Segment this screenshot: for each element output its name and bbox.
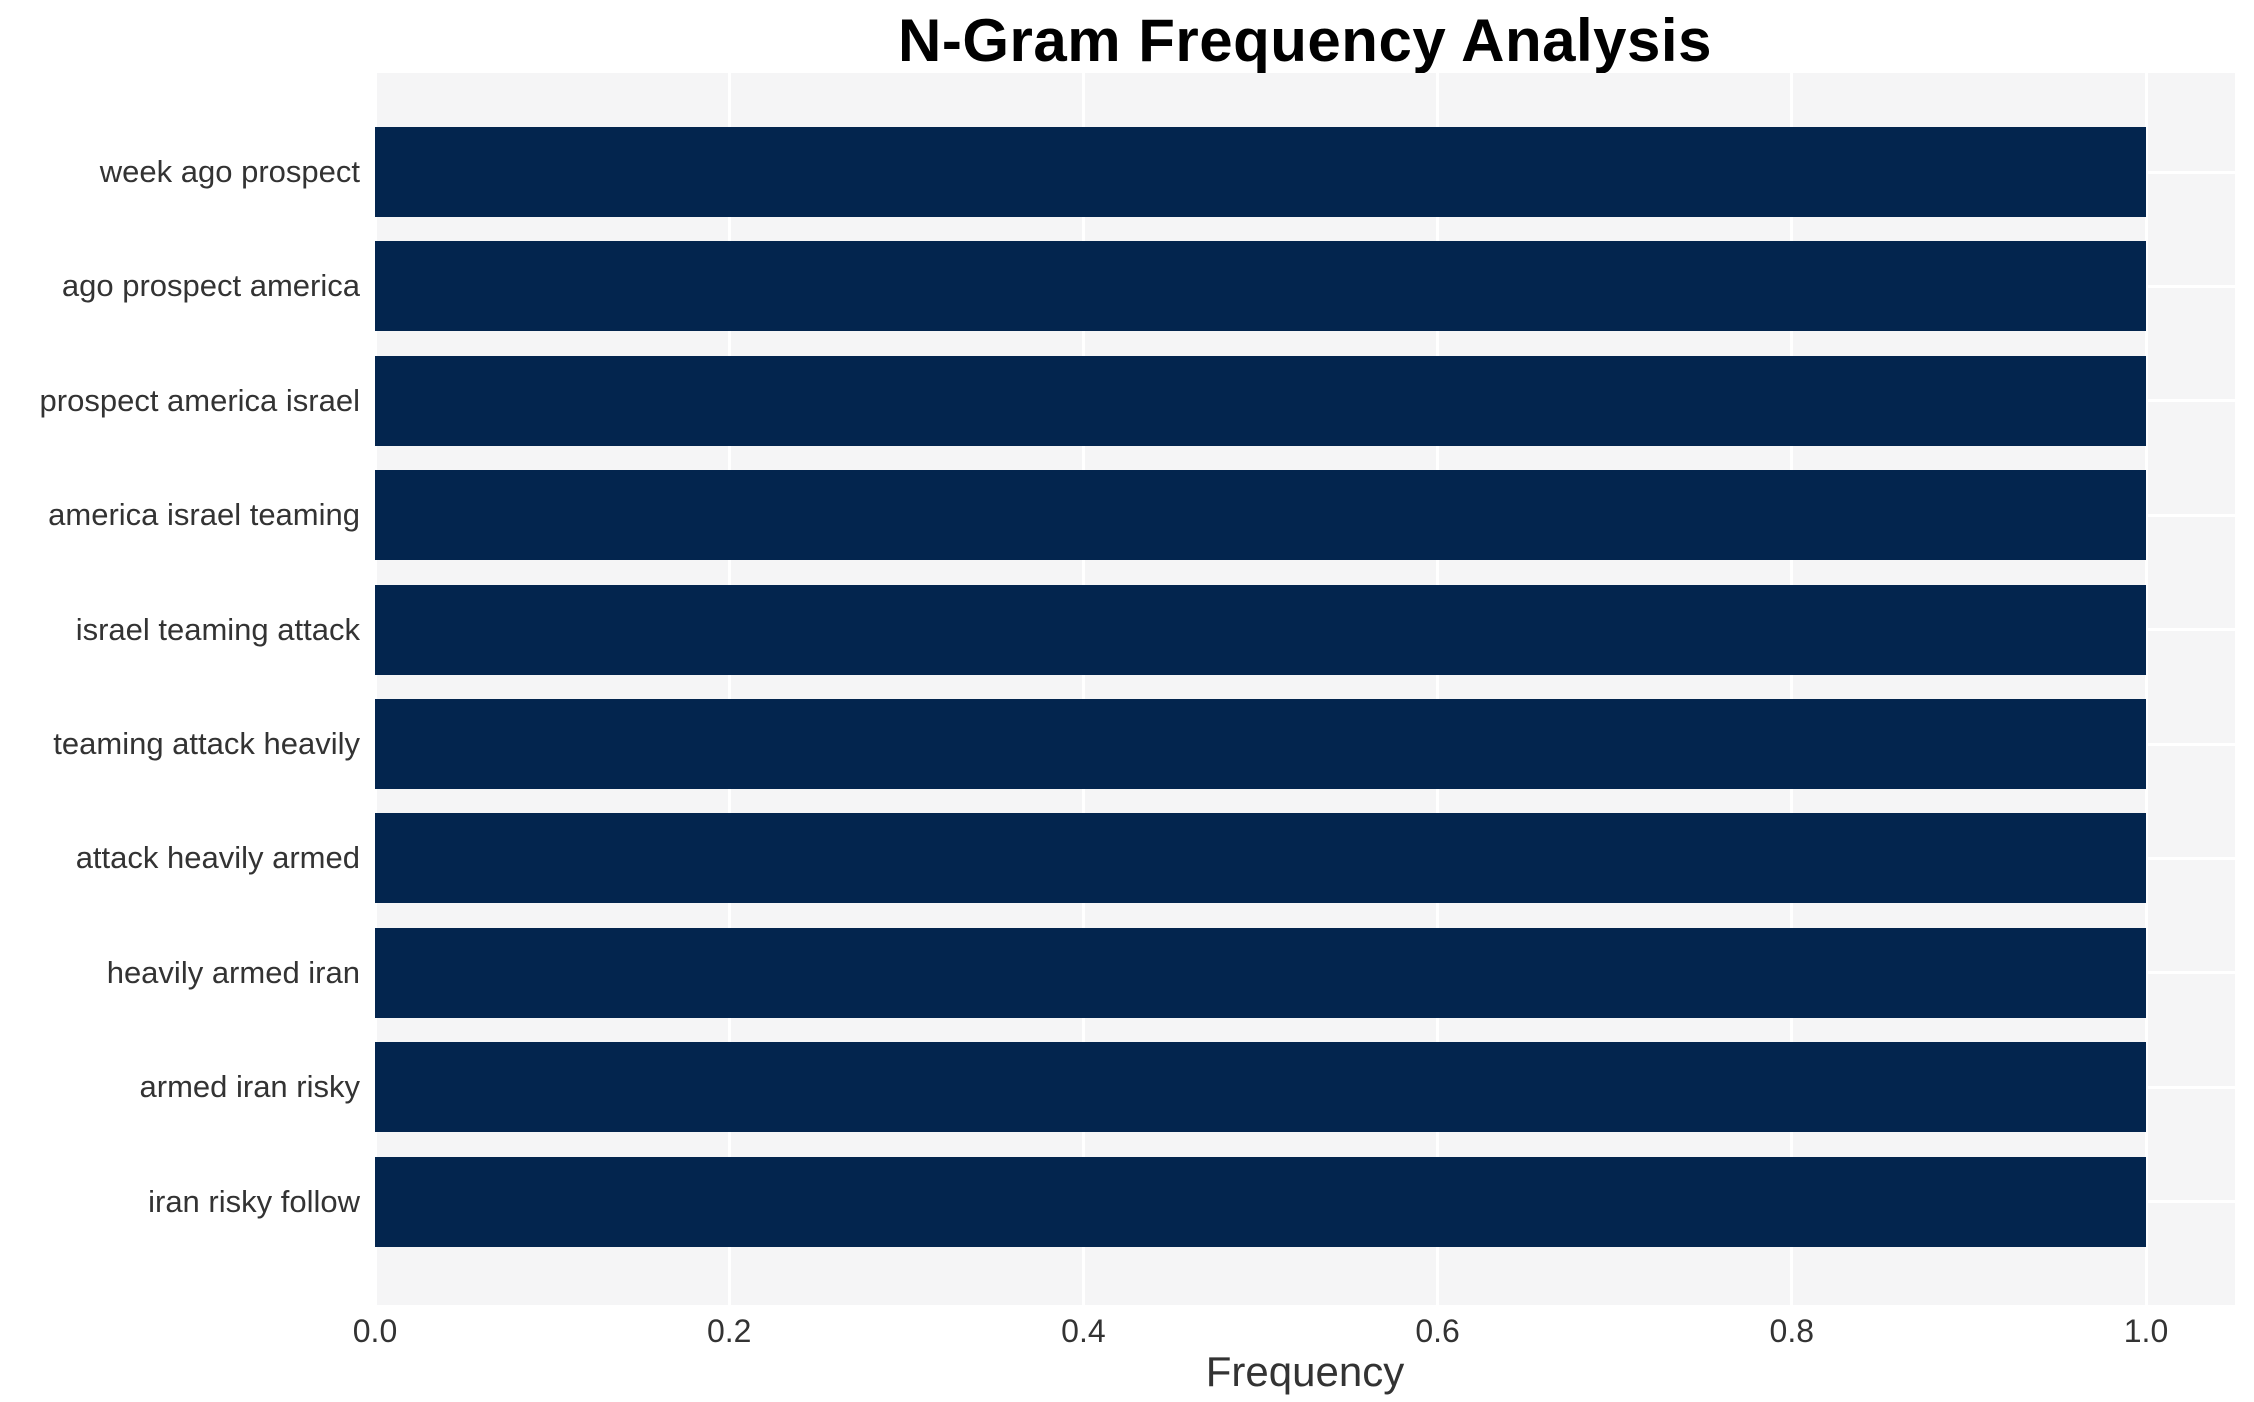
bar-attack-heavily-armed [375,813,2146,904]
y-tick-label: israel teaming attack [75,611,360,647]
x-tick-label: 0.2 [706,1313,752,1349]
bar-prospect-america-israel [375,355,2146,446]
y-tick-label: prospect america israel [39,382,360,418]
bar-week-ago-prospect [375,127,2146,217]
bar-heavily-armed-iran [375,927,2146,1018]
vertical-gridline [1436,73,1440,1305]
y-tick-label: week ago prospect [99,154,360,189]
bar-america-israel-teaming [375,470,2146,561]
y-tick-label: attack heavily armed [75,840,360,876]
x-tick-label: 1.0 [2123,1313,2169,1349]
vertical-gridline [373,73,377,1305]
vertical-gridline [2144,73,2148,1305]
vertical-gridline [1790,73,1794,1305]
y-tick-label: armed iran risky [139,1069,361,1105]
y-tick-label: ago prospect america [61,268,360,304]
y-tick-label: america israel teaming [48,497,360,533]
bar-armed-iran-risky [375,1042,2146,1133]
x-axis-label: Frequency [1205,1348,1405,1395]
bar-iran-risky-follow [375,1156,2146,1247]
y-tick-label: heavily armed iran [106,954,360,990]
y-tick-label: iran risky follow [148,1183,360,1219]
vertical-gridline [727,73,731,1305]
chart-title: N-Gram Frequency Analysis [898,7,1712,74]
vertical-gridline [1081,73,1085,1305]
x-tick-label: 0.4 [1061,1313,1106,1349]
x-tick-label: 0.8 [1769,1313,1815,1349]
y-tick-label: teaming attack heavily [53,726,360,761]
x-tick-label: 0.6 [1415,1313,1460,1349]
bar-ago-prospect-america [375,241,2146,332]
plot-area [373,73,2235,1305]
x-tick-label: 0.0 [352,1313,398,1349]
bar-israel-teaming-attack [375,584,2146,675]
bar-teaming-attack-heavily [375,699,2146,789]
